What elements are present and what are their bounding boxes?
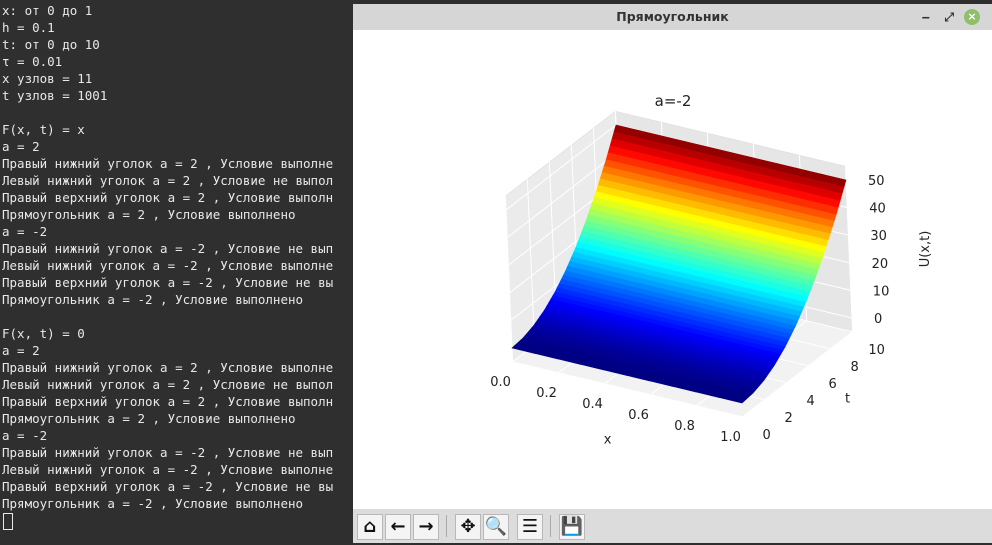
terminal-line: Левый нижний уголок a = -2 , Условие вып… [2, 462, 334, 477]
terminal-line: t узлов = 1001 [2, 88, 108, 103]
back-button[interactable]: ← [385, 514, 411, 540]
terminal-line: x: от 0 до 1 [2, 3, 93, 18]
chart-title: a=-2 [655, 92, 692, 110]
terminal-line: τ = 0.01 [2, 54, 63, 69]
t-tick-label: 0 [762, 428, 770, 443]
terminal-line: a = -2 [2, 224, 48, 239]
terminal-line: Прямоугольник a = 2 , Условие выполнено [2, 411, 296, 426]
terminal-line: Правый верхний уголок a = -2 , Условие н… [2, 275, 334, 290]
terminal-line: a = 2 [2, 343, 40, 358]
toolbar-separator [550, 515, 551, 537]
terminal-line: Прямоугольник a = -2 , Условие выполнено [2, 496, 304, 511]
terminal-line: Прямоугольник a = -2 , Условие выполнено [2, 292, 304, 307]
minimize-button[interactable]: ‒ [921, 10, 930, 24]
z-tick-label: 50 [868, 174, 885, 189]
t-tick-label: 2 [784, 411, 792, 426]
sliders-icon: ☰ [521, 516, 539, 537]
close-button[interactable]: × [964, 9, 980, 25]
z-tick-label: 40 [869, 202, 886, 217]
configure-button[interactable]: ☰ [517, 514, 543, 540]
terminal-line: t: от 0 до 10 [2, 37, 100, 52]
home-button[interactable]: ⌂ [357, 514, 383, 540]
terminal-line: Правый верхний уголок a = 2 , Условие вы… [2, 190, 334, 205]
terminal-line: a = 2 [2, 139, 40, 154]
surface-plot: 0.00.20.40.60.81.0 024681001020304050xtU(… [490, 92, 933, 447]
move-icon: ✥ [460, 516, 476, 537]
t-tick-label: 6 [828, 377, 836, 392]
t-tick-label: 10 [868, 343, 885, 358]
zoom-button[interactable]: 🔍 [483, 514, 509, 540]
x-tick-label: 0.4 [582, 397, 603, 412]
x-axis-label: x [604, 432, 612, 447]
title-bar: Прямоугольник ‒ ⤢ × [353, 4, 992, 30]
t-tick-label: 4 [806, 394, 814, 409]
terminal-line: Правый нижний уголок a = 2 , Условие вып… [2, 156, 334, 171]
forward-button[interactable]: → [413, 514, 439, 540]
terminal-cursor [3, 513, 13, 530]
terminal-line: Правый верхний уголок a = -2 , Условие н… [2, 479, 334, 494]
z-tick-label: 10 [873, 284, 890, 299]
z-tick-label: 0 [874, 312, 882, 327]
t-tick-label: 8 [850, 360, 858, 375]
terminal-line: F(x, t) = x [2, 122, 85, 137]
grid-line [504, 196, 743, 418]
terminal-line: Правый нижний уголок a = -2 , Условие не… [2, 445, 334, 460]
terminal-line: Левый нижний уголок a = 2 , Условие не в… [2, 173, 334, 188]
terminal-line: F(x, t) = 0 [2, 326, 85, 341]
toolbar-separator [446, 515, 447, 537]
x-tick-label: 0.6 [628, 408, 649, 423]
home-icon: ⌂ [363, 516, 377, 537]
plot-window: Прямоугольник ‒ ⤢ × 0.0 0.2 0.4 0.6 0.8 1.0 0 2… [353, 4, 992, 543]
terminal-line: Правый верхний уголок a = 2 , Условие вы… [2, 394, 334, 409]
x-tick-label: 0.0 [490, 375, 511, 390]
z-tick-label: 20 [872, 257, 889, 272]
terminal-line: Правый нижний уголок a = 2 , Условие вып… [2, 360, 334, 375]
x-tick-label: 1.0 [720, 430, 741, 445]
z-axis-label: U(x,t) [918, 231, 933, 268]
terminal-line: Правый нижний уголок a = -2 , Условие не… [2, 241, 334, 256]
terminal[interactable]: x: от 0 до 1 h = 0.1 t: от 0 до 10 τ = 0.01… [0, 0, 360, 545]
arrow-left-icon: ← [390, 516, 406, 537]
floppy-icon: 💾 [560, 516, 584, 537]
terminal-line: x узлов = 11 [2, 71, 93, 86]
x-tick-label: 0.2 [536, 386, 557, 401]
t-axis-label: t [845, 391, 850, 406]
terminal-line: Левый нижний уголок a = 2 , Условие не в… [2, 377, 334, 392]
magnifier-icon: 🔍 [484, 516, 508, 537]
terminal-line: h = 0.1 [2, 20, 55, 35]
terminal-line: Левый нижний уголок a = -2 , Условие вып… [2, 258, 334, 273]
save-button[interactable]: 💾 [559, 514, 585, 540]
toolbar: ⌂ ← → ✥ 🔍 ☰ 💾 [353, 509, 992, 543]
terminal-line [0, 104, 360, 121]
pan-button[interactable]: ✥ [455, 514, 481, 540]
arrow-right-icon: → [418, 516, 434, 537]
terminal-line: Прямоугольник a = 2 , Условие выполнено [2, 207, 296, 222]
surface-patch [718, 395, 745, 404]
maximize-button[interactable]: ⤢ [944, 10, 954, 24]
window-title: Прямоугольник [616, 9, 729, 24]
z-tick-label: 30 [870, 229, 887, 244]
terminal-line: a = -2 [2, 428, 48, 443]
terminal-line [0, 308, 360, 325]
x-tick-label: 0.8 [674, 419, 695, 434]
